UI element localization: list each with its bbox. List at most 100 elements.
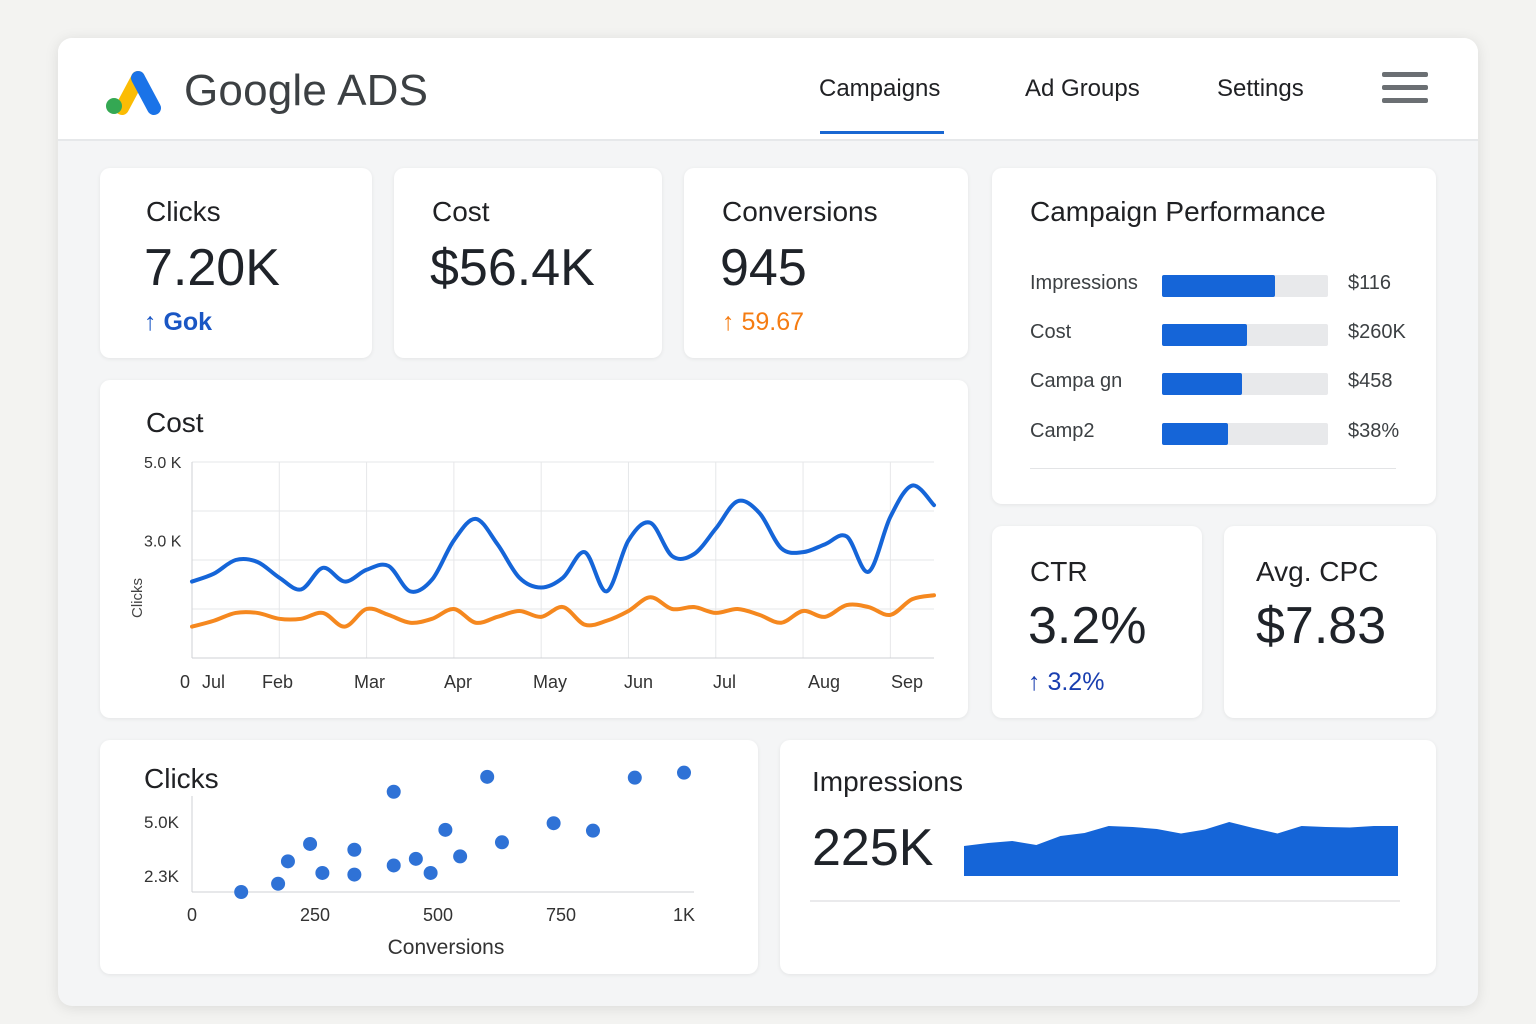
x-tick-label: 1K (673, 905, 695, 925)
scatter-point (386, 858, 401, 873)
scatter-point (627, 770, 642, 785)
x-tick-label: 0 (180, 672, 190, 692)
scatter-point (480, 769, 495, 784)
kpi-delta-value: 3.2% (1047, 668, 1105, 696)
cost-line-chart: Cost Clicks 5.0 K 3.0 K 0 Jul Feb Mar Apr May J… (129, 407, 936, 692)
kpi-delta: ↑ 3.2% (1028, 668, 1104, 697)
scatter-point (423, 865, 438, 880)
arrow-up-icon: ↑ (144, 308, 157, 336)
x-tick-label: Jul (713, 672, 736, 692)
chart-y-axis-label: Clicks (129, 578, 146, 618)
chart-title: Impressions (812, 766, 963, 797)
series-line-blue (190, 483, 936, 594)
chart-title: Cost (146, 407, 204, 438)
perf-row-bar (1162, 373, 1328, 395)
scatter-point (347, 842, 362, 857)
scatter-point (347, 867, 362, 882)
kpi-value: $56.4K (430, 239, 595, 297)
y-tick-label: 3.0 K (144, 533, 182, 550)
perf-row-bar-fill (1162, 373, 1242, 395)
active-tab-indicator (820, 131, 944, 134)
x-tick-label: Mar (354, 672, 385, 692)
kpi-value: 945 (720, 239, 807, 297)
menu-line (1382, 72, 1428, 77)
chart-x-axis-label: Conversions (388, 936, 505, 959)
brand-title: Google ADS (184, 66, 429, 115)
app-window: Google ADS Campaigns Ad Groups Settings … (58, 38, 1478, 1006)
impressions-value: 225K (812, 819, 934, 877)
perf-row-value: $38% (1348, 420, 1400, 442)
cost-chart-card: Cost Clicks 5.0 K 3.0 K 0 Jul Feb Mar Apr May J… (100, 380, 968, 718)
area-series (964, 822, 1398, 876)
x-tick-label: Aug (808, 672, 840, 692)
y-tick-label: 5.0 K (144, 455, 182, 472)
kpi-title: Avg. CPC (1256, 556, 1379, 587)
scatter-point (546, 816, 561, 831)
x-tick-label: Feb (262, 672, 293, 692)
x-tick-label: May (533, 672, 567, 692)
perf-row-bar (1162, 423, 1328, 445)
kpi-card-clicks[interactable]: Clicks 7.20K ↑ Gok (100, 168, 372, 358)
scatter-point (494, 835, 509, 850)
y-tick-label: 2.3K (144, 867, 180, 886)
perf-row-label: Campa gn (1030, 370, 1123, 392)
scatter-point (315, 865, 330, 880)
kpi-value: 3.2% (1028, 597, 1147, 655)
scatter-point (271, 876, 286, 891)
clicks-scatter-card: Clicks 5.0K 2.3K 0 250 500 750 1K Conversions (100, 740, 758, 974)
y-tick-label: 5.0K (144, 813, 180, 832)
impressions-area-chart (810, 822, 1400, 902)
kpi-card-cost[interactable]: Cost $56.4K (394, 168, 662, 358)
nav-tab-settings[interactable]: Settings (1217, 75, 1304, 102)
scatter-point (234, 885, 249, 899)
x-tick-label: Apr (444, 672, 472, 692)
chart-title: Clicks (144, 763, 219, 794)
series-line-orange (190, 593, 936, 629)
perf-row-label: Impressions (1030, 272, 1138, 294)
kpi-value: $7.83 (1256, 597, 1387, 655)
scatter-point (453, 849, 468, 864)
kpi-card-avg-cpc[interactable]: Avg. CPC $7.83 (1224, 526, 1436, 718)
perf-row-bar (1162, 324, 1328, 346)
kpi-card-conversions[interactable]: Conversions 945 ↑ 59.67 (684, 168, 968, 358)
campaign-performance-card: Campaign Performance Impressions $116 Co… (992, 168, 1436, 504)
menu-line (1382, 85, 1428, 90)
perf-row-bar-fill (1162, 324, 1247, 346)
top-bar: Google ADS Campaigns Ad Groups Settings (58, 38, 1478, 141)
arrow-up-icon: ↑ (722, 308, 735, 336)
perf-row-bar (1162, 275, 1328, 297)
perf-row-value: $260K (1348, 321, 1406, 343)
x-tick-label: Jul (202, 672, 225, 692)
x-tick-label: 500 (423, 905, 453, 925)
kpi-delta: ↑ 59.67 (722, 308, 804, 337)
clicks-scatter-chart: Clicks 5.0K 2.3K 0 250 500 750 1K Conversions (144, 763, 695, 959)
scatter-point (585, 823, 600, 838)
nav-tab-campaigns[interactable]: Campaigns (819, 75, 941, 102)
kpi-card-ctr[interactable]: CTR 3.2% ↑ 3.2% (992, 526, 1202, 718)
scatter-point (386, 784, 401, 799)
kpi-delta-value: Gok (163, 308, 213, 336)
x-tick-label: 750 (546, 905, 576, 925)
kpi-title: Clicks (146, 196, 221, 227)
perf-row-value: $116 (1348, 272, 1392, 294)
x-tick-label: 0 (187, 905, 197, 925)
nav-tab-ad-groups[interactable]: Ad Groups (1025, 75, 1140, 102)
campaign-performance-title: Campaign Performance (1030, 196, 1326, 227)
x-tick-label: 250 (300, 905, 330, 925)
perf-row-value: $458 (1348, 370, 1393, 392)
scatter-point (303, 836, 318, 851)
google-ads-logo-icon (106, 71, 161, 115)
impressions-card: Impressions 225K (780, 740, 1436, 974)
kpi-title: Conversions (722, 196, 878, 227)
divider (1030, 468, 1396, 469)
perf-row-bar-fill (1162, 423, 1229, 445)
perf-row-bar-fill (1162, 275, 1275, 297)
hamburger-menu-icon[interactable] (1382, 72, 1428, 104)
kpi-value: 7.20K (144, 239, 280, 297)
kpi-delta-value: 59.67 (741, 308, 805, 336)
scatter-point (408, 851, 423, 866)
scatter-point (280, 854, 295, 869)
perf-row-label: Cost (1030, 321, 1072, 343)
x-tick-label: Sep (891, 672, 923, 692)
perf-row-label: Camp2 (1030, 420, 1095, 442)
